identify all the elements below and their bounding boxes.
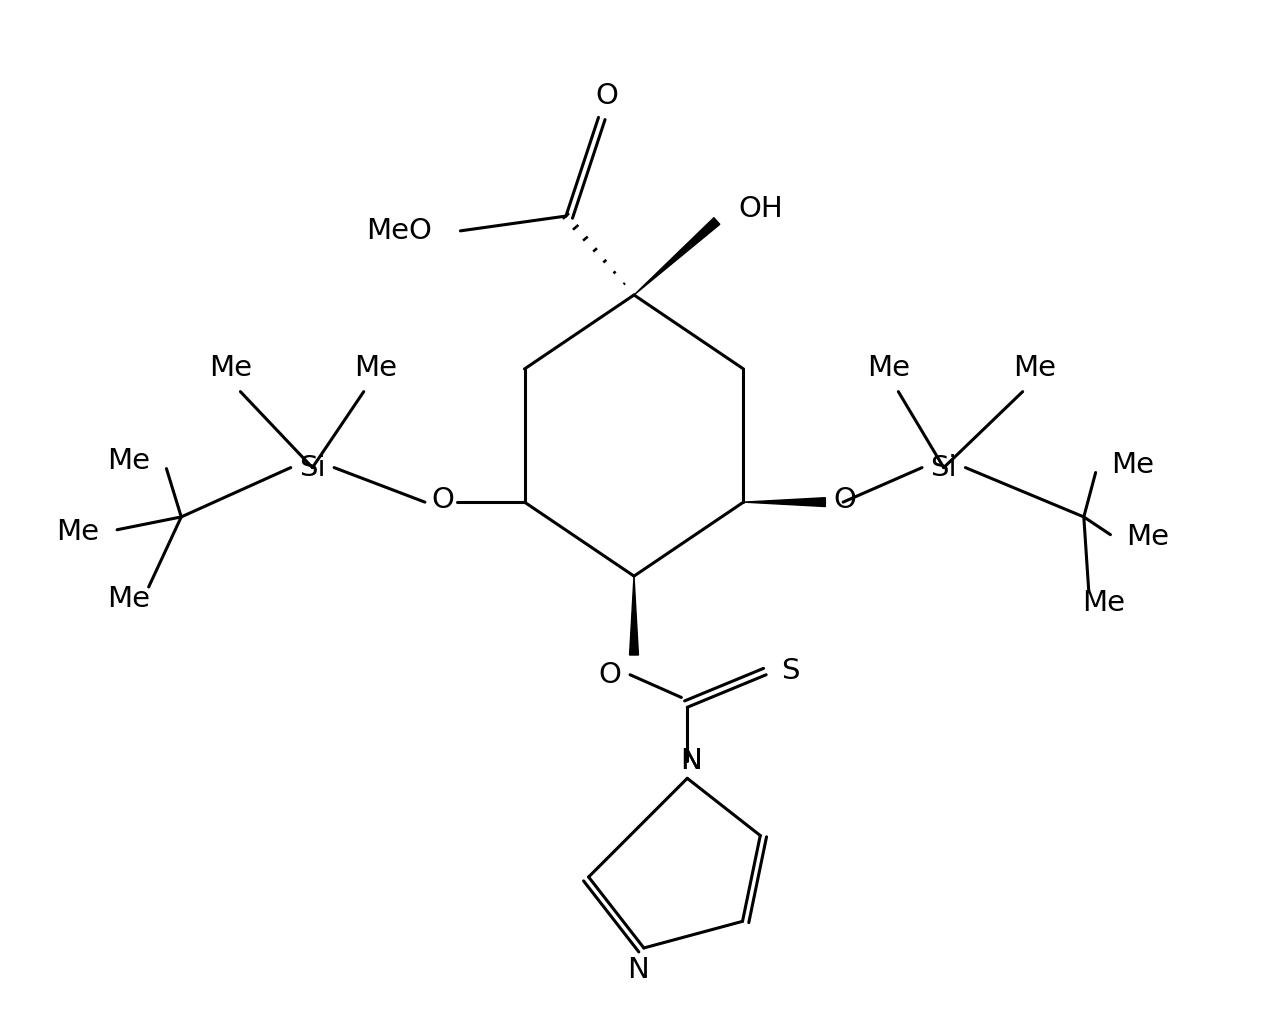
- Text: N: N: [681, 746, 702, 775]
- Text: N: N: [681, 746, 702, 775]
- Text: O: O: [431, 486, 454, 514]
- Polygon shape: [743, 498, 825, 507]
- Text: Me: Me: [108, 447, 151, 474]
- Text: Me: Me: [1082, 589, 1125, 616]
- Text: O: O: [833, 486, 856, 514]
- Text: Me: Me: [1013, 354, 1056, 382]
- Text: Me: Me: [108, 585, 151, 613]
- Text: Si: Si: [299, 454, 326, 481]
- Text: O: O: [595, 82, 618, 109]
- Text: Me: Me: [56, 518, 99, 546]
- Text: Me: Me: [209, 354, 252, 382]
- Polygon shape: [629, 576, 639, 655]
- Text: OH: OH: [738, 195, 782, 223]
- Text: MeO: MeO: [366, 217, 432, 245]
- Text: Me: Me: [867, 354, 910, 382]
- Text: N: N: [628, 956, 649, 984]
- Text: Si: Si: [931, 454, 957, 481]
- Text: Me: Me: [1126, 522, 1169, 551]
- Text: S: S: [781, 657, 800, 685]
- Text: O: O: [598, 661, 621, 689]
- Text: Me: Me: [1112, 451, 1155, 478]
- Text: Me: Me: [354, 354, 397, 382]
- Polygon shape: [634, 218, 720, 295]
